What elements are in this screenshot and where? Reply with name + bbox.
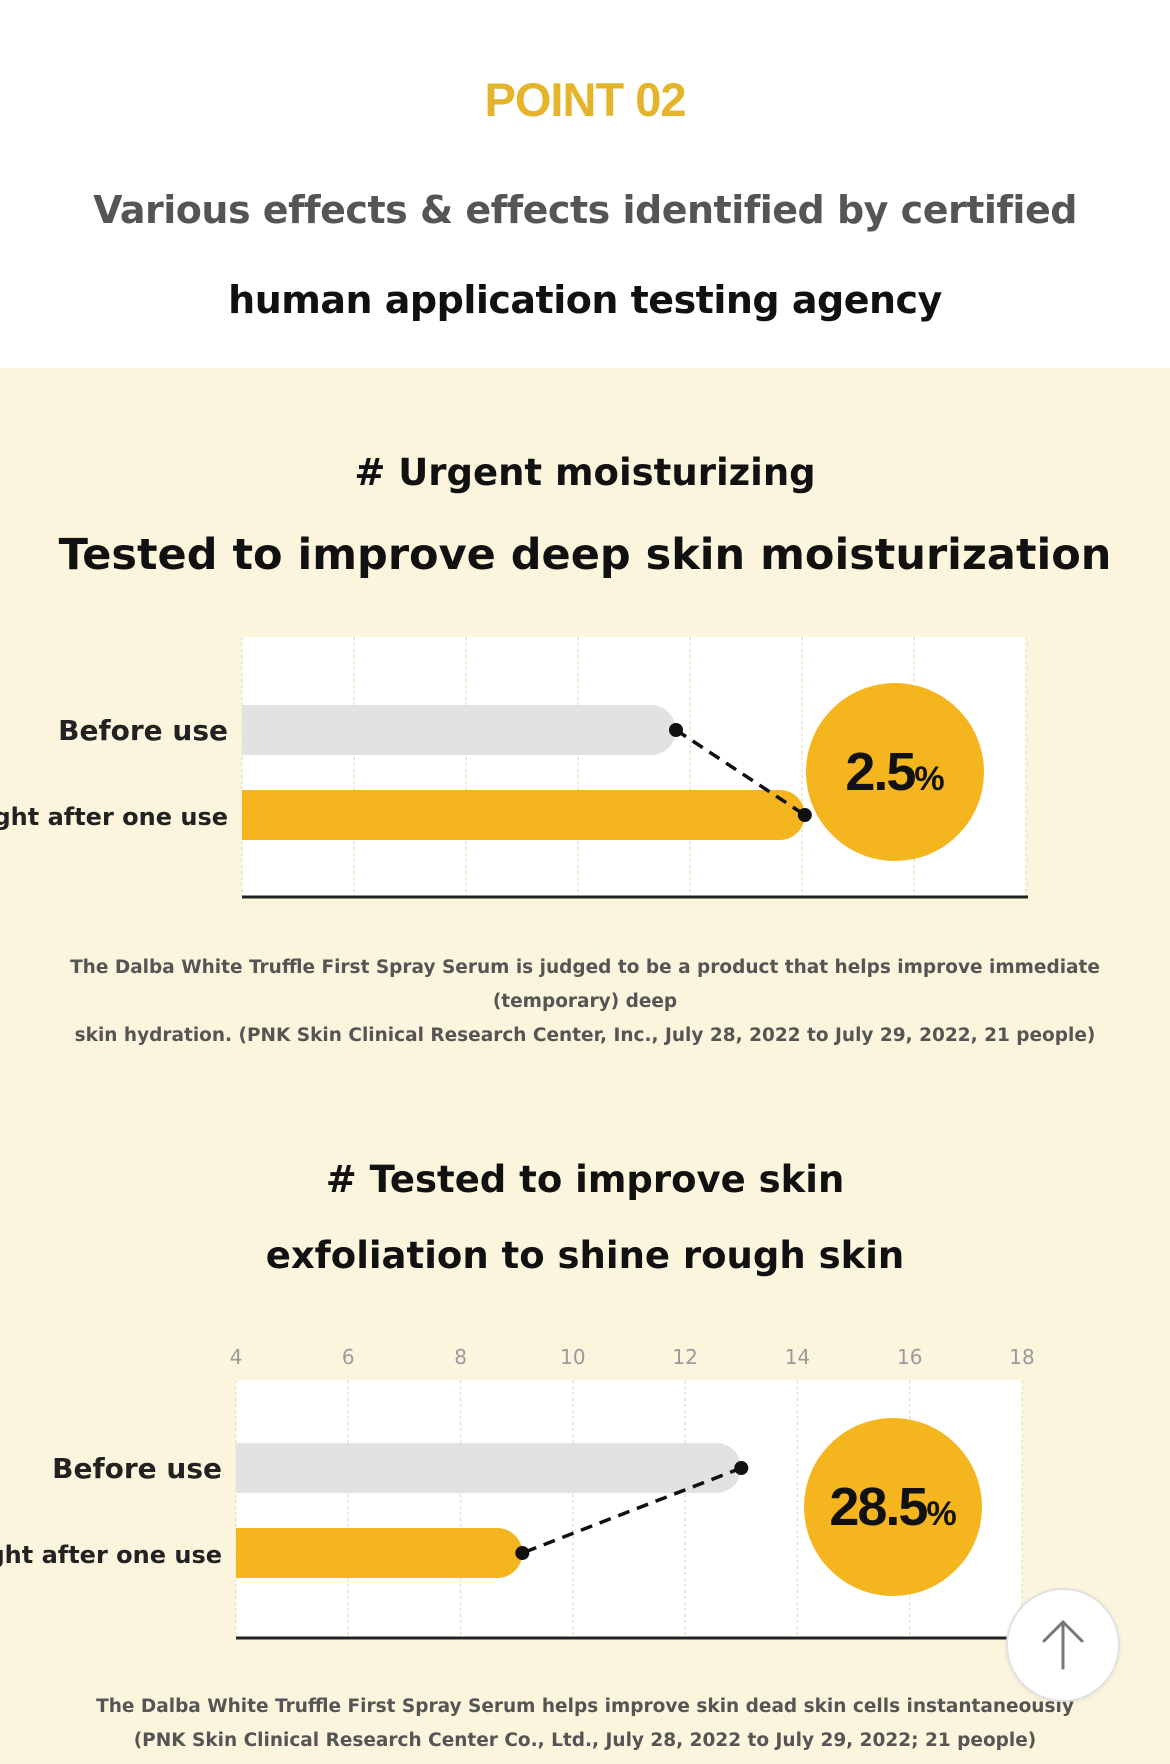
percent-badge <box>804 1418 982 1596</box>
section2-tag: # Tested to improve skin <box>325 1158 845 1201</box>
tick-label: 14 <box>785 1345 810 1369</box>
dashed-connector <box>675 728 806 817</box>
section2-footnote-line-2: (PNK Skin Clinical Research Center Co., … <box>133 1730 1037 1751</box>
bar <box>242 705 676 755</box>
scroll-to-top-button[interactable] <box>1006 1588 1120 1702</box>
connector-dot <box>734 1461 749 1475</box>
header-area <box>0 0 1170 368</box>
headline-line-2: human application testing agency <box>228 278 942 322</box>
tick-label: 12 <box>672 1345 697 1369</box>
percent-value: 2.5% <box>845 742 944 802</box>
moisturization-chart: Before use Right after one use 2.5% <box>0 637 1028 899</box>
section1-heading: Tested to improve deep skin moisturizati… <box>58 530 1112 580</box>
tick-label: 4 <box>230 1345 243 1369</box>
section2-heading: exfoliation to shine rough skin <box>265 1234 905 1277</box>
connector-dot <box>797 808 812 822</box>
exfoliation-chart: 4 6 8 10 12 14 16 18 Before use Right after one u… <box>0 1345 1035 1640</box>
bar <box>236 1528 523 1578</box>
section1-footnote-line-1: The Dalba White Truffle First Spray Seru… <box>70 957 1100 1012</box>
section1-footnote-line-2: skin hydration. (PNK Skin Clinical Resea… <box>74 1025 1096 1046</box>
headline-line-1: Various effects & effects identified by … <box>93 188 1077 232</box>
category-label: Right after one use <box>0 1541 222 1569</box>
percent-value: 28.5% <box>829 1477 956 1537</box>
percent-badge <box>806 683 984 861</box>
tick-label: 16 <box>897 1345 922 1369</box>
point-label: POINT 02 <box>484 73 687 126</box>
section1-footnote: The Dalba White Truffle First Spray Seru… <box>40 951 1130 1053</box>
tick-label: 18 <box>1009 1345 1034 1369</box>
section2-footnote: The Dalba White Truffle First Spray Seru… <box>40 1690 1130 1758</box>
connector-dot <box>515 1546 530 1560</box>
connector-dot <box>669 723 683 737</box>
tick-label: 8 <box>454 1345 467 1369</box>
bar <box>242 790 805 840</box>
bar <box>236 1443 742 1493</box>
tick-label: 10 <box>560 1345 585 1369</box>
category-label: Right after one use <box>0 803 228 831</box>
arrow-up-icon <box>1042 1620 1084 1670</box>
section1-tag: # Urgent moisturizing <box>354 451 816 494</box>
category-label: Before use <box>58 714 228 747</box>
tick-label: 6 <box>342 1345 355 1369</box>
category-label: Before use <box>52 1452 222 1485</box>
section2-footnote-line-1: The Dalba White Truffle First Spray Seru… <box>96 1696 1074 1717</box>
